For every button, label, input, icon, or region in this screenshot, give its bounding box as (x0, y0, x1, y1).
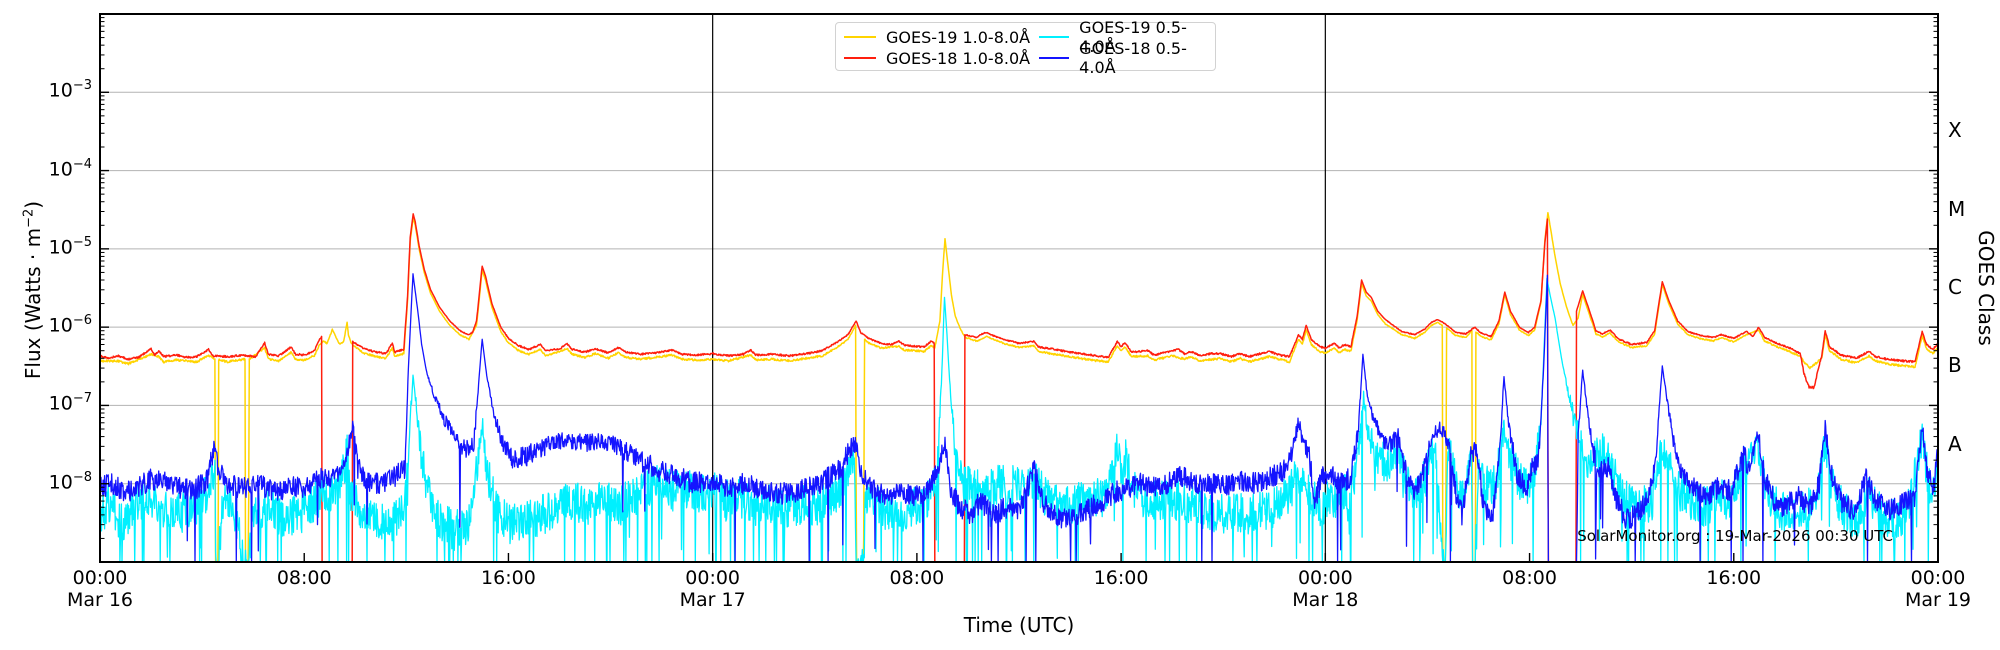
x-axis-title: Time (UTC) (963, 613, 1075, 637)
legend-entry-goes-18-long: GOES-18 1.0-8.0Å (844, 47, 1030, 69)
goes-class-label-m: M (1948, 196, 1966, 221)
x-tick-label: 00:00 (685, 567, 741, 589)
goes-class-label-c: C (1948, 275, 1962, 299)
legend-label: GOES-18 0.5-4.0Å (1079, 39, 1187, 77)
series-path-goes-18-short (100, 273, 1938, 562)
legend-line-sample (844, 36, 876, 38)
legend-line-sample (1039, 57, 1070, 59)
goes-class-label-x: X (1948, 118, 1962, 143)
x-tick-label: 00:00 (72, 567, 128, 589)
legend-line-sample (1039, 36, 1070, 38)
goes-class-label-a: A (1948, 431, 1962, 456)
x-tick-label: 08:00 (276, 567, 332, 589)
legend-label: GOES-19 1.0-8.0Å (886, 27, 1031, 47)
legend-label: GOES-18 1.0-8.0Å (886, 48, 1031, 68)
plot-frame (99, 13, 1939, 563)
legend: GOES-19 1.0-8.0Å GOES-18 1.0-8.0Å GOES-19 … (835, 18, 1216, 77)
legend-entry-goes-18-short: GOES-18 0.5-4.0Å (1039, 39, 1215, 77)
y-tick-label: 10−8 (48, 469, 92, 494)
x-tick-date: Mar 17 (679, 589, 746, 611)
y-tick-label: 10−7 (48, 391, 92, 415)
y-tick-label: 10−6 (48, 313, 92, 337)
legend-line-sample (844, 57, 876, 59)
x-tick-label: 00:00 (1297, 567, 1353, 589)
legend-entry-goes-19-long: GOES-19 1.0-8.0Å (844, 26, 1030, 48)
y-axis-title: Flux (Watts · m−2) (21, 200, 45, 380)
x-tick-label: 16:00 (1093, 567, 1149, 589)
goes-class-label-b: B (1948, 353, 1962, 378)
x-tick-label: 00:00 (1910, 567, 1966, 589)
y-tick-label: 10−3 (48, 78, 92, 102)
x-tick-label: 16:00 (1706, 567, 1762, 589)
watermark: SolarMonitor.org : 19-Mar-2026 00:30 UTC (1577, 527, 1893, 545)
series-path-goes-18-long (100, 213, 1938, 562)
x-tick-label: 08:00 (1502, 567, 1557, 589)
x-tick-date: Mar 18 (1292, 589, 1359, 611)
x-tick-date: Mar 16 (66, 589, 134, 611)
x-tick-date: Mar 19 (1904, 589, 1972, 611)
legend-entry-goes-19-short: GOES-19 0.5-4.0Å (1039, 18, 1215, 56)
series-path-goes-19-short (100, 277, 1938, 562)
x-tick-label: 08:00 (889, 567, 945, 589)
right-axis-title: GOES Class (1974, 230, 1998, 346)
legend-label: GOES-19 0.5-4.0Å (1079, 18, 1187, 56)
y-tick-label: 10−5 (48, 234, 92, 259)
x-tick-label: 16:00 (481, 567, 536, 589)
y-tick-label: 10−4 (48, 156, 92, 180)
